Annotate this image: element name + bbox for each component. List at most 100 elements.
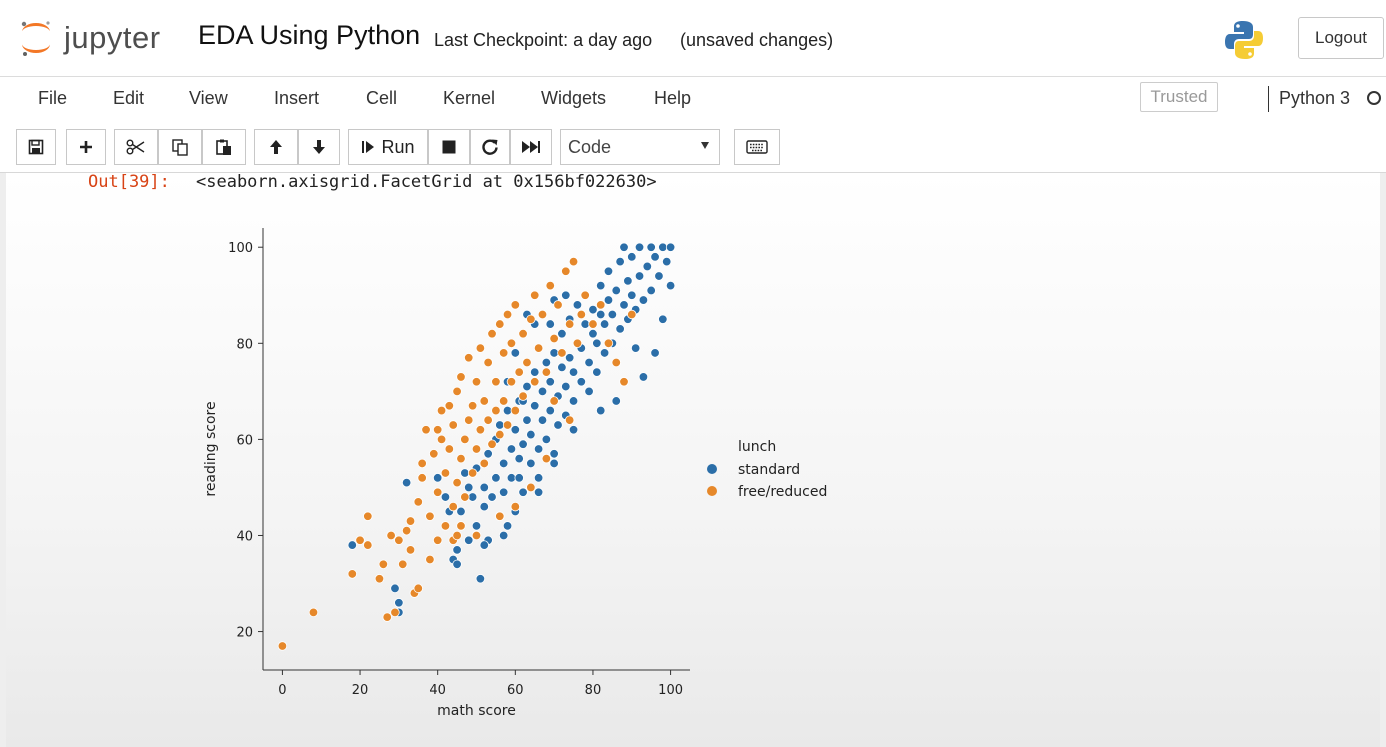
point-standard [588,328,598,339]
save-button[interactable] [16,129,56,165]
point-free-reduced [526,314,536,324]
point-free-reduced [425,511,435,521]
point-free-reduced [510,405,521,416]
notebook-title[interactable]: EDA Using Python [198,20,421,50]
point-free-reduced [603,338,614,349]
point-standard [584,386,594,397]
point-standard [584,357,594,368]
point-standard [634,271,645,281]
point-standard [638,372,649,382]
command-palette-button[interactable] [734,129,780,165]
point-free-reduced [421,425,431,435]
jupyter-logo-text[interactable]: jupyter [64,20,161,55]
point-free-reduced [464,353,474,363]
point-standard [522,381,532,392]
menu-file[interactable]: File [38,88,68,108]
point-standard [537,415,548,425]
point-standard [549,458,559,469]
point-free-reduced [510,501,521,512]
kernel-name[interactable]: Python 3 [1279,88,1351,108]
point-standard [506,444,517,454]
output-text[interactable]: <seaborn.axisgrid.FacetGrid at 0x156bf02… [196,172,657,192]
point-free-reduced [347,569,357,579]
plus-icon [80,141,92,153]
point-free-reduced [432,425,443,435]
paste-button[interactable] [202,129,246,165]
point-free-reduced [498,396,509,406]
point-standard [510,348,521,358]
menu-insert[interactable]: Insert [274,88,320,108]
restart-run-all-button[interactable] [510,129,552,165]
point-free-reduced [530,377,540,387]
x-tick-label: 40 [429,683,446,698]
point-free-reduced [363,540,373,550]
trusted-indicator[interactable]: Trusted [1140,82,1218,112]
point-standard [498,487,509,497]
point-standard [580,319,590,329]
legend-label-standard: standard [738,462,800,478]
menu-cell[interactable]: Cell [366,88,398,108]
point-standard [394,598,404,608]
point-standard [665,280,676,291]
point-standard [627,252,637,262]
point-standard [599,348,610,358]
point-standard [603,295,614,305]
point-free-reduced [390,607,400,618]
point-standard [533,473,544,483]
cell-type-value: Code [568,136,612,157]
point-free-reduced [436,405,447,416]
point-standard [592,338,602,349]
point-free-reduced [467,401,478,411]
cell-type-select[interactable]: Code [560,129,720,165]
point-standard [390,583,400,594]
cut-button[interactable] [114,129,158,165]
point-standard [611,396,621,406]
point-standard [638,295,649,305]
interrupt-button[interactable] [428,129,470,165]
point-free-reduced [440,468,451,478]
copy-button[interactable] [158,129,202,165]
point-free-reduced [456,521,466,531]
menu-widgets[interactable]: Widgets [541,88,607,108]
point-standard [498,458,509,469]
move-up-button[interactable] [254,129,298,165]
point-free-reduced [429,449,439,459]
point-standard [440,492,451,502]
point-standard [506,473,517,483]
menu-kernel[interactable]: Kernel [443,88,496,108]
point-free-reduced [545,280,555,291]
point-free-reduced [514,367,524,377]
restart-button[interactable] [470,129,510,165]
point-free-reduced [627,309,637,320]
stop-icon [442,140,456,154]
insert-cell-button[interactable] [66,129,106,165]
last-checkpoint: Last Checkpoint: a day ago [434,30,653,50]
copy-icon [172,139,188,156]
point-standard [557,362,567,373]
point-standard [549,348,559,358]
point-standard [572,300,583,310]
point-standard [642,261,653,272]
point-standard [665,242,676,252]
run-button[interactable]: Run [348,129,428,165]
point-free-reduced [432,487,443,497]
x-tick-label: 60 [507,683,524,698]
point-free-reduced [549,333,559,344]
point-free-reduced [417,473,427,483]
point-standard [545,377,555,387]
point-standard [553,420,563,430]
move-down-button[interactable] [298,129,340,165]
menu-view[interactable]: View [189,88,228,108]
point-free-reduced [452,477,462,488]
point-standard [518,439,528,449]
menu-help[interactable]: Help [654,88,692,108]
jupyter-logo-icon[interactable] [18,18,54,58]
run-label: Run [381,136,415,157]
logout-button[interactable]: Logout [1298,17,1384,59]
point-standard [619,242,629,252]
point-free-reduced [495,511,505,521]
point-standard [483,449,493,459]
legend-title: lunch [738,439,776,455]
point-free-reduced [464,415,474,425]
menu-edit[interactable]: Edit [113,88,145,108]
